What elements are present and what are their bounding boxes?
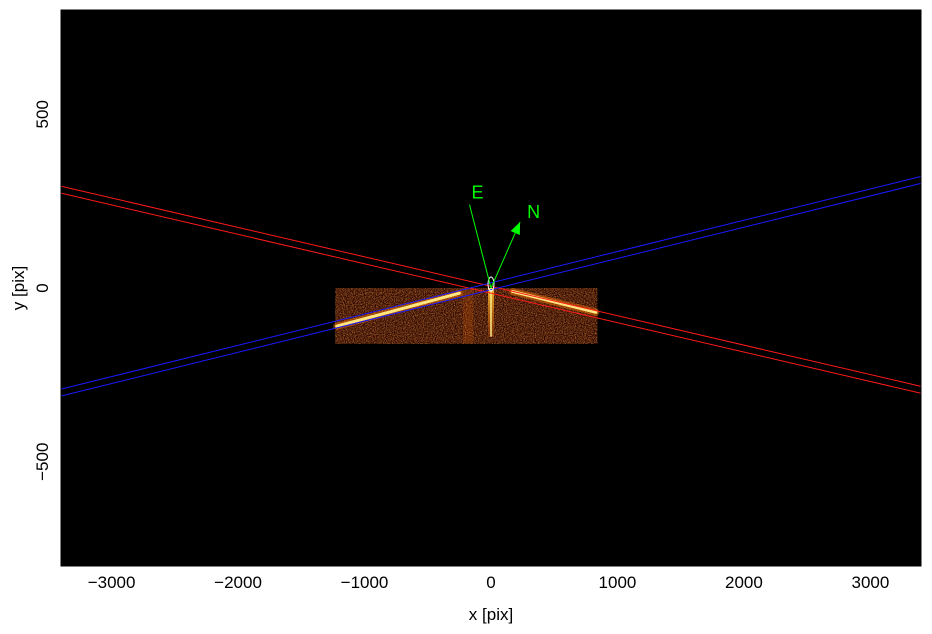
x-tick-label: 3000 — [851, 573, 889, 592]
compass-east-line — [469, 204, 492, 289]
x-axis-ticks: −3000 −2000 −1000 0 1000 2000 3000 — [88, 10, 889, 592]
x-tick-label: 0 — [486, 573, 495, 592]
x-axis-label: x [pix] — [469, 605, 513, 624]
blue-trace-line — [61, 175, 921, 390]
x-tick-label: 2000 — [725, 573, 763, 592]
x-tick-label: 1000 — [599, 573, 637, 592]
y-tick-label: 500 — [33, 100, 52, 128]
y-axis-label: y [pix] — [9, 266, 28, 310]
x-tick-label: −2000 — [214, 573, 262, 592]
red-trace-line — [61, 192, 921, 394]
compass: EN — [469, 183, 540, 292]
image-band — [463, 288, 474, 344]
compass-north-line — [490, 221, 521, 289]
compass-north-label: N — [527, 202, 540, 222]
y-axis-ticks: −500 0 500 — [33, 100, 921, 481]
y-tick-label: −500 — [33, 443, 52, 481]
compass-east-label: E — [472, 183, 484, 203]
blue-trace-line — [61, 182, 921, 397]
x-tick-label: −1000 — [341, 573, 389, 592]
compass-marker — [487, 276, 495, 292]
streak-left-order — [335, 291, 461, 328]
trace-lines — [61, 175, 921, 397]
x-tick-label: −3000 — [88, 573, 136, 592]
y-tick-label: 0 — [33, 283, 52, 292]
compass-north-arrowhead — [510, 221, 521, 235]
